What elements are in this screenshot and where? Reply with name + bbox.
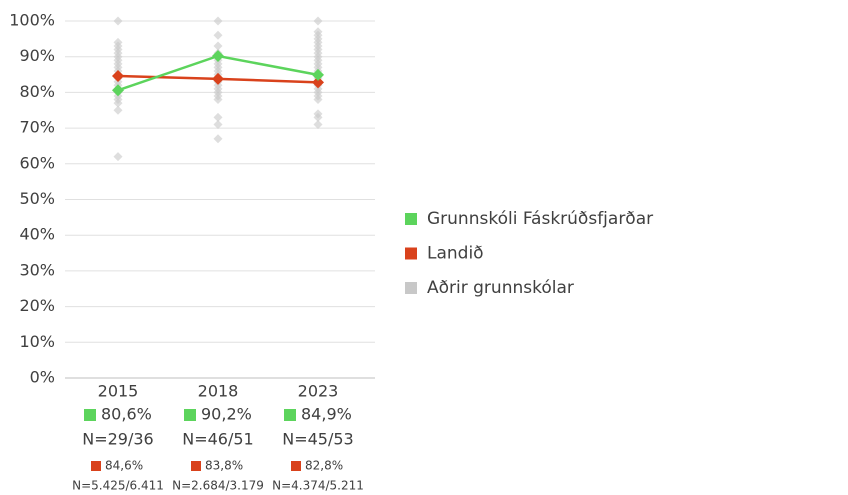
value-label: 84,6% xyxy=(105,459,143,473)
value-label: 84,9% xyxy=(301,405,352,424)
scatter-point xyxy=(213,95,223,105)
n-label: N=4.374/5.211 xyxy=(272,479,364,493)
legend-swatch xyxy=(405,213,417,225)
n-label: N=5.425/6.411 xyxy=(72,479,164,493)
y-tick-label: 30% xyxy=(19,260,55,279)
value-label: 90,2% xyxy=(201,405,252,424)
scatter-point xyxy=(313,95,323,105)
scatter-point xyxy=(313,120,323,130)
line-marker xyxy=(112,84,124,97)
value-label: 80,6% xyxy=(101,405,152,424)
n-label: N=2.684/3.179 xyxy=(172,479,264,493)
y-tick-label: 80% xyxy=(19,82,55,101)
y-tick-label: 60% xyxy=(19,153,55,172)
y-tick-label: 50% xyxy=(19,189,55,208)
y-tick-label: 90% xyxy=(19,46,55,65)
legend-swatch xyxy=(405,282,417,294)
y-tick-label: 100% xyxy=(9,11,55,30)
n-label: N=46/51 xyxy=(182,430,253,449)
value-swatch xyxy=(291,461,301,471)
line-marker xyxy=(212,49,224,62)
value-label: 83,8% xyxy=(205,459,243,473)
legend-label: Landið xyxy=(427,244,484,264)
scatter-point xyxy=(213,112,223,122)
legend-label: Grunnskóli Fáskrúðsfjarðar xyxy=(427,209,653,229)
value-swatch xyxy=(191,461,201,471)
y-tick-label: 40% xyxy=(19,225,55,244)
value-swatch xyxy=(184,409,196,421)
x-tick-label: 2023 xyxy=(298,382,339,401)
x-tick-label: 2015 xyxy=(98,382,139,401)
n-label: N=29/36 xyxy=(82,430,153,449)
scatter-point xyxy=(313,16,323,26)
scatter-point xyxy=(113,152,123,162)
legend-label: Aðrir grunnskólar xyxy=(427,278,574,298)
value-label: 82,8% xyxy=(305,459,343,473)
x-tick-label: 2018 xyxy=(198,382,239,401)
line-marker xyxy=(212,72,224,85)
y-tick-label: 20% xyxy=(19,296,55,315)
scatter-point xyxy=(213,134,223,144)
line-marker xyxy=(312,76,324,89)
value-swatch xyxy=(91,461,101,471)
scatter-point xyxy=(113,105,123,115)
scatter-point xyxy=(313,112,323,122)
y-tick-label: 0% xyxy=(30,368,55,387)
scatter-point xyxy=(113,16,123,26)
value-swatch xyxy=(284,409,296,421)
line-marker xyxy=(112,69,124,82)
scatter-point xyxy=(213,30,223,40)
value-swatch xyxy=(84,409,96,421)
y-tick-label: 10% xyxy=(19,332,55,351)
legend-swatch xyxy=(405,247,417,260)
scatter-point xyxy=(213,16,223,26)
scatter-point xyxy=(113,98,123,108)
scatter-point xyxy=(213,41,223,51)
n-label: N=45/53 xyxy=(282,430,353,449)
y-tick-label: 70% xyxy=(19,118,55,137)
scatter-point xyxy=(213,120,223,130)
line-marker xyxy=(312,68,324,81)
